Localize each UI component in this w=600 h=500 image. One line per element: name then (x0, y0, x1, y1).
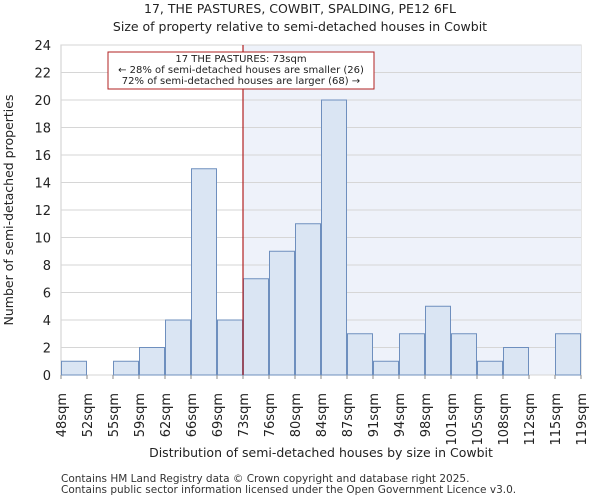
annotation-larger-label: 72% of semi-detached houses are larger (… (122, 76, 360, 87)
x-tick-label: 94sqm (393, 393, 408, 437)
y-tick-label: 0 (43, 369, 51, 384)
x-tick-label: 91sqm (367, 393, 382, 437)
y-tick-label: 18 (34, 122, 51, 137)
x-tick-label: 101sqm (445, 393, 460, 446)
x-tick-label: 119sqm (575, 393, 590, 446)
bar-73sqm (243, 278, 269, 376)
y-tick-label: 20 (34, 94, 51, 109)
bar-94sqm (399, 333, 425, 376)
y-tick-label: 14 (34, 177, 51, 192)
x-tick-label: 108sqm (497, 393, 512, 446)
chart-title: 17, THE PASTURES, COWBIT, SPALDING, PE12… (144, 1, 456, 16)
x-tick-label: 59sqm (133, 393, 148, 437)
y-tick-label: 8 (43, 259, 51, 274)
x-tick-label: 62sqm (159, 393, 174, 437)
y-tick-label: 12 (34, 204, 51, 219)
bar-59sqm (139, 347, 165, 376)
x-tick-label: 52sqm (81, 393, 96, 437)
x-tick-label: 69sqm (211, 393, 226, 437)
annotation-smaller-label: ← 28% of semi-detached houses are smalle… (118, 65, 364, 76)
x-tick-label: 80sqm (289, 393, 304, 437)
footer-licence: Contains public sector information licen… (61, 484, 517, 496)
bar-62sqm (165, 319, 191, 376)
y-tick-label: 2 (43, 342, 51, 357)
bar-98sqm (425, 305, 451, 376)
bar-66sqm (191, 168, 217, 376)
x-tick-label: 112sqm (523, 393, 538, 446)
annotation-property-label: 17 THE PASTURES: 73sqm (175, 54, 306, 65)
footer-copyright: Contains HM Land Registry data © Crown c… (61, 473, 470, 485)
x-tick-label: 105sqm (471, 393, 486, 446)
chart-subtitle: Size of property relative to semi-detach… (112, 19, 488, 34)
bar-55sqm (113, 360, 139, 376)
bar-108sqm (503, 347, 529, 376)
bar-84sqm (321, 99, 347, 376)
bar-101sqm (451, 333, 477, 376)
bar-80sqm (295, 223, 321, 376)
bar-105sqm (477, 360, 503, 376)
x-tick-label: 73sqm (237, 393, 252, 437)
y-tick-label: 16 (34, 149, 51, 164)
bar-115sqm (555, 333, 581, 376)
x-tick-label: 48sqm (55, 393, 70, 437)
y-tick-label: 22 (34, 67, 51, 82)
y-tick-label: 4 (43, 314, 51, 329)
x-tick-label: 98sqm (419, 393, 434, 437)
x-tick-label: 66sqm (185, 393, 200, 437)
x-tick-label: 87sqm (341, 393, 356, 437)
y-axis-label: Number of semi-detached properties (1, 95, 16, 326)
y-tick-label: 10 (34, 232, 51, 247)
x-tick-label: 84sqm (315, 393, 330, 437)
y-tick-label: 24 (34, 39, 51, 54)
bar-87sqm (347, 333, 373, 376)
x-axis-label: Distribution of semi-detached houses by … (149, 445, 493, 460)
annotation-box (107, 51, 375, 90)
bar-76sqm (269, 250, 295, 376)
bar-69sqm (217, 319, 243, 376)
x-tick-label: 76sqm (263, 393, 278, 437)
bar-91sqm (373, 360, 399, 376)
x-tick-label: 115sqm (549, 393, 564, 446)
x-tick-label: 55sqm (107, 393, 122, 437)
bar-48sqm (61, 360, 87, 376)
y-tick-label: 6 (43, 287, 51, 302)
